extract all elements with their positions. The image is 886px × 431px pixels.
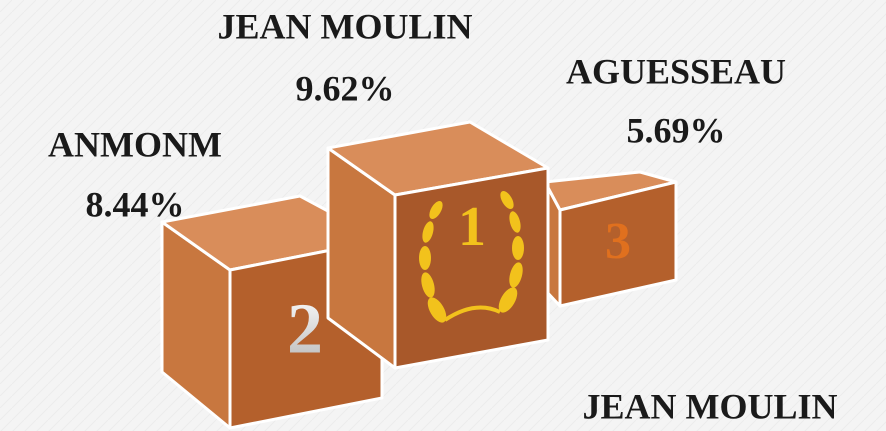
podium-value: 5.69% <box>627 110 726 150</box>
podium-graphic: 2 3 1 JEAN MOULIN 9.62% ANMONM 8.44% A <box>0 0 886 431</box>
podium-box-1: 1 <box>328 122 548 368</box>
podium-name: JEAN MOULIN <box>217 6 472 46</box>
podium-box-3: 3 <box>545 172 676 306</box>
podium-value: 8.44% <box>86 184 185 224</box>
rank-number: 3 <box>605 213 631 270</box>
footer-label: JEAN MOULIN <box>582 386 837 426</box>
podium-name: ANMONM <box>48 124 222 164</box>
podium-value: 9.62% <box>296 68 395 108</box>
podium-name: AGUESSEAU <box>566 51 786 91</box>
rank-number: 1 <box>458 196 486 258</box>
rank-number: 2 <box>287 289 323 369</box>
